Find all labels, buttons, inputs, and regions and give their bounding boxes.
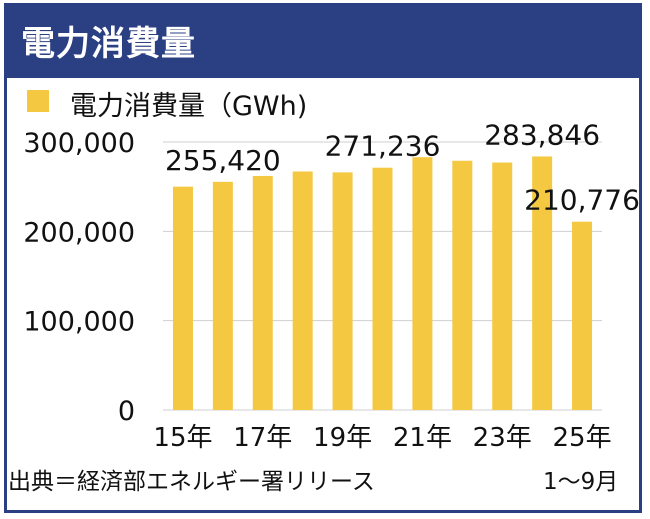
x-tick-label: 21年 <box>393 423 452 453</box>
data-label: 255,420 <box>165 144 281 177</box>
data-label: 210,776 <box>524 184 640 217</box>
bar <box>332 172 353 410</box>
x-tick-label: 25年 <box>552 423 611 453</box>
data-label: 271,236 <box>325 130 441 163</box>
header-bar: 電力消費量 <box>7 6 639 78</box>
bar <box>452 160 473 410</box>
chart-title: 電力消費量 <box>21 24 196 64</box>
legend-swatch <box>27 90 49 112</box>
bar <box>252 175 273 410</box>
data-label: 283,846 <box>484 118 600 151</box>
y-tick-label: 0 <box>118 396 135 427</box>
source-note: 出典＝経済部エネルギー署リリース <box>8 469 375 495</box>
x-tick-label: 17年 <box>233 423 292 453</box>
bar <box>412 157 433 410</box>
x-tick-label: 15年 <box>153 423 212 453</box>
x-tick-label: 19年 <box>313 423 372 453</box>
x-tick-label: 23年 <box>473 423 532 453</box>
bar <box>172 186 193 410</box>
bar <box>372 167 393 410</box>
y-tick-label: 100,000 <box>23 307 135 338</box>
bar <box>572 221 593 410</box>
y-tick-label: 200,000 <box>23 217 135 248</box>
y-tick-label: 300,000 <box>23 128 135 159</box>
legend-label: 電力消費量（GWh) <box>70 91 308 122</box>
bar <box>532 156 553 410</box>
bar <box>492 162 513 410</box>
bar <box>292 171 313 410</box>
period-note: 1〜9月 <box>543 469 619 495</box>
bar <box>212 181 233 410</box>
